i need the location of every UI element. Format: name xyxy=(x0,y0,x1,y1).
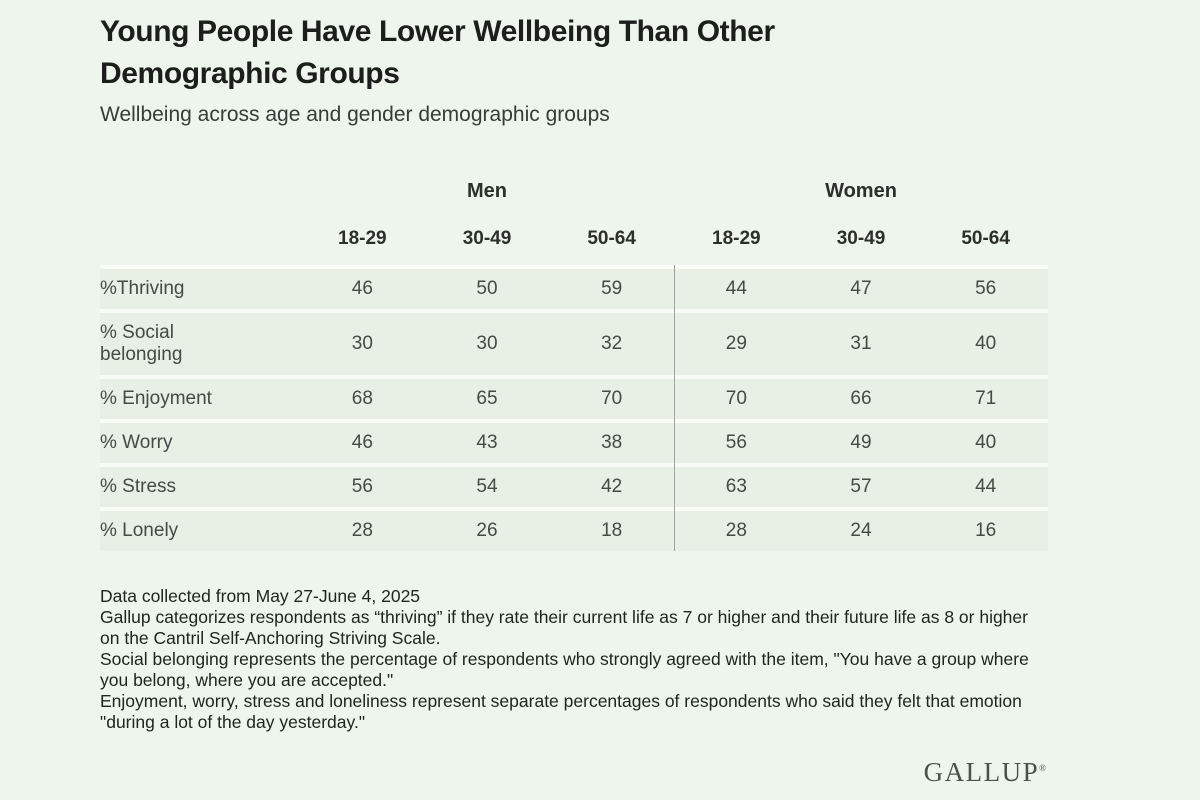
cell-value: 68 xyxy=(351,388,373,409)
cell-value: 54 xyxy=(476,476,498,497)
cell-value: 42 xyxy=(601,476,623,497)
cell-value: 43 xyxy=(476,432,498,453)
group-header-spacer xyxy=(100,180,300,203)
table-body: %Thriving 46 50 59 44 47 56 % Social bel… xyxy=(100,265,1048,551)
cell-value: 24 xyxy=(850,520,872,541)
table-row-worry: % Worry 46 43 38 56 49 40 xyxy=(100,419,1048,463)
row-label: % Stress xyxy=(100,476,177,497)
cell-value: 44 xyxy=(725,278,747,299)
cell-value: 49 xyxy=(850,432,872,453)
cell-value: 18 xyxy=(601,520,623,541)
group-header-men: Men xyxy=(467,180,507,202)
footnote-thriving-definition: Gallup categorizes respondents as “thriv… xyxy=(100,607,1028,648)
cell-value: 40 xyxy=(975,432,997,453)
footnote-data-collected: Data collected from May 27-June 4, 2025 xyxy=(100,586,421,606)
cell-value: 46 xyxy=(351,278,373,299)
row-label: %Thriving xyxy=(100,278,185,299)
gender-group-header-row: Men Women xyxy=(100,180,1048,203)
cell-value: 32 xyxy=(601,333,623,354)
cell-value: 66 xyxy=(850,388,872,409)
age-header-row: 18-29 30-49 50-64 18-29 30-49 50-64 xyxy=(100,228,1048,250)
col-header-men-50-64: 50-64 xyxy=(587,228,636,249)
col-header-women-30-49: 30-49 xyxy=(836,228,886,249)
footnote-social-belonging-definition: Social belonging represents the percenta… xyxy=(100,649,1029,690)
page-title-line-2: Demographic Groups xyxy=(100,57,400,90)
table-row-social-belonging: % Social belonging 30 30 32 29 31 40 xyxy=(100,309,1048,375)
cell-value: 63 xyxy=(725,476,747,497)
cell-value: 28 xyxy=(725,520,747,541)
men-women-divider-line xyxy=(674,265,675,551)
col-header-men-18-29: 18-29 xyxy=(338,228,387,249)
row-label: % Lonely xyxy=(100,520,179,541)
cell-value: 30 xyxy=(476,333,498,354)
wellbeing-table: Men Women 18-29 30-49 50-64 18-29 30-49 … xyxy=(100,180,1048,551)
row-label: % Worry xyxy=(100,432,173,453)
col-header-women-18-29: 18-29 xyxy=(712,228,761,249)
footnote-emotions-definition: Enjoyment, worry, stress and loneliness … xyxy=(100,691,1022,732)
row-label: % Enjoyment xyxy=(100,388,212,409)
cell-value: 70 xyxy=(725,388,747,409)
footnotes: Data collected from May 27-June 4, 2025 … xyxy=(100,586,1040,733)
cell-value: 29 xyxy=(725,333,747,354)
group-header-women: Women xyxy=(825,180,897,202)
col-header-women-50-64: 50-64 xyxy=(961,228,1010,249)
table-row-lonely: % Lonely 28 26 18 28 24 16 xyxy=(100,507,1048,551)
page-title: Young People Have Lower Wellbeing Than O… xyxy=(100,11,1048,95)
cell-value: 16 xyxy=(975,520,997,541)
cell-value: 59 xyxy=(601,278,623,299)
row-label: % Social belonging xyxy=(100,322,183,365)
table-row-thriving: %Thriving 46 50 59 44 47 56 xyxy=(100,265,1048,309)
page-subtitle: Wellbeing across age and gender demograp… xyxy=(100,103,610,126)
cell-value: 65 xyxy=(476,388,498,409)
gallup-logo-text: GALLUP xyxy=(923,757,1040,787)
footer: GALLUP® xyxy=(100,757,1048,788)
cell-value: 30 xyxy=(351,333,373,354)
cell-value: 56 xyxy=(975,278,997,299)
cell-value: 56 xyxy=(351,476,373,497)
cell-value: 26 xyxy=(476,520,498,541)
cell-value: 46 xyxy=(351,432,373,453)
table-row-stress: % Stress 56 54 42 63 57 44 xyxy=(100,463,1048,507)
cell-value: 57 xyxy=(850,476,872,497)
cell-value: 38 xyxy=(601,432,623,453)
cell-value: 70 xyxy=(601,388,623,409)
cell-value: 40 xyxy=(975,333,997,354)
cell-value: 56 xyxy=(725,432,747,453)
cell-value: 28 xyxy=(351,520,373,541)
col-header-men-30-49: 30-49 xyxy=(462,228,512,249)
figure-content: Young People Have Lower Wellbeing Than O… xyxy=(100,0,1048,788)
table-row-enjoyment: % Enjoyment 68 65 70 70 66 71 xyxy=(100,375,1048,419)
cell-value: 50 xyxy=(476,278,498,299)
gallup-logo: GALLUP® xyxy=(924,757,1046,787)
page-title-line-1: Young People Have Lower Wellbeing Than O… xyxy=(100,15,775,48)
cell-value: 71 xyxy=(975,388,997,409)
cell-value: 44 xyxy=(975,476,997,497)
registered-trademark-icon: ® xyxy=(1039,763,1046,773)
cell-value: 31 xyxy=(850,333,872,354)
cell-value: 47 xyxy=(850,278,872,299)
